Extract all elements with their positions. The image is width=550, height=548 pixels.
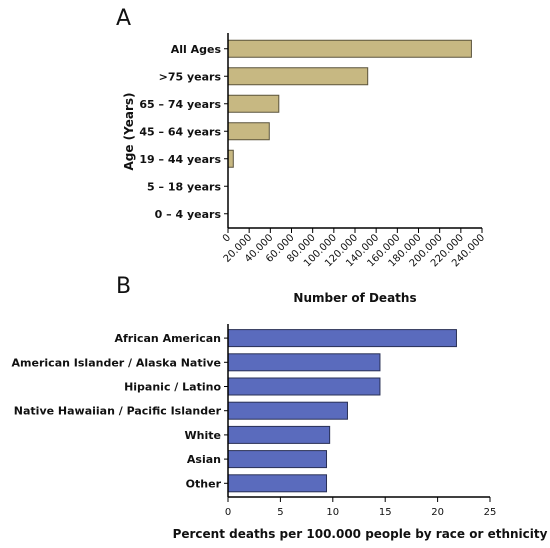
category-label: American Islander / Alaska Native	[12, 356, 221, 369]
category-label: 45 – 64 years	[139, 125, 221, 138]
bar	[227, 39, 472, 58]
chart-panel-b: B African American American Islander / Ala…	[12, 274, 548, 541]
category-label: African American	[114, 332, 221, 345]
bar	[227, 425, 331, 444]
category-label: 19 – 44 years	[139, 153, 221, 166]
y-axis-title: Age (Years)	[122, 92, 136, 170]
category-label: Native Hawaiian / Pacific Islander	[14, 405, 222, 418]
category-label: All Ages	[171, 43, 222, 56]
bar	[227, 94, 280, 113]
bar	[227, 329, 457, 348]
category-label: White	[185, 429, 221, 442]
bar	[227, 401, 348, 420]
bar	[227, 149, 234, 168]
bar	[227, 474, 328, 493]
bar	[227, 67, 369, 86]
x-tick-label: 25	[484, 507, 497, 518]
category-label: 65 – 74 years	[139, 98, 221, 111]
chart-panel-a: A All Ages >75 years 65 – 74 years 45 – 64 y…	[116, 6, 487, 305]
bar	[227, 122, 270, 141]
x-tick-label: 20	[431, 507, 444, 518]
panel-label: B	[116, 274, 131, 299]
x-tick-label: 0	[225, 507, 231, 518]
category-label: Hipanic / Latino	[124, 381, 221, 394]
x-tick-label: 10	[326, 507, 339, 518]
x-tick-label: 5	[277, 507, 283, 518]
bar	[227, 353, 381, 372]
category-label: 5 – 18 years	[147, 180, 221, 193]
category-label: 0 – 4 years	[155, 208, 222, 221]
bar	[227, 377, 381, 396]
x-tick-label: 0	[221, 232, 233, 244]
bar	[227, 450, 328, 469]
x-tick-label: 15	[379, 507, 392, 518]
category-label: Other	[186, 477, 222, 490]
panel-label: A	[116, 6, 131, 31]
x-axis-title: Number of Deaths	[293, 291, 416, 305]
category-label: >75 years	[159, 70, 222, 83]
x-axis-title: Percent deaths per 100.000 people by rac…	[173, 527, 548, 541]
category-label: Asian	[187, 453, 221, 466]
